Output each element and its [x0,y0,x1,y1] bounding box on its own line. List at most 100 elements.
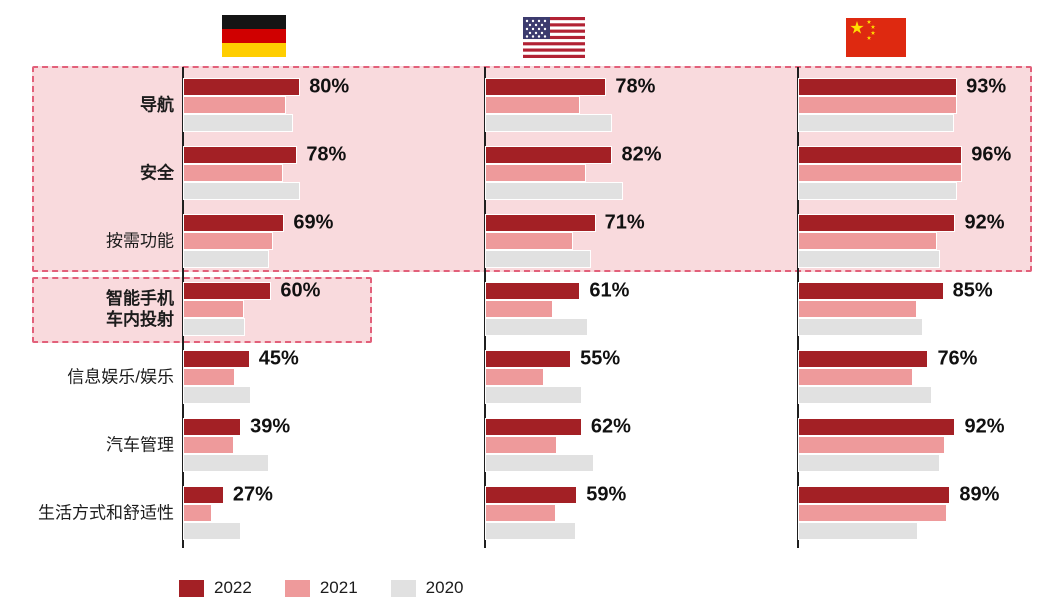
bar-germany-2021 [184,301,244,317]
bar-china-2021 [799,437,945,453]
bar-germany-2020 [184,319,245,335]
bar-group-china: 92% [799,212,1005,267]
value-label: 78% [615,75,656,98]
bar-row [486,319,639,335]
bar-row [184,251,328,267]
bar-usa-2022: 59% [486,484,626,506]
value-label: 45% [258,347,299,370]
value-label: 85% [952,279,993,302]
bar-row [799,251,968,267]
bar-row [184,523,328,539]
bar-row: 27% [184,484,328,506]
bar-row [799,183,968,199]
bar-row [799,455,968,471]
bar-china-2021 [799,301,916,317]
bar-germany-2022: 78% [184,144,346,166]
bar-row [184,387,328,403]
bar-usa-2022: 71% [486,212,645,234]
bar-row: 92% [799,212,1005,234]
usa-flag-icon [523,17,585,58]
bar-row: 59% [486,484,639,506]
category-label: 汽车管理 [106,435,174,455]
usa-bar-column: 78% 82% 71% 61% 55% 62% 59% [484,67,661,548]
bar-row [486,301,639,317]
bar-group-usa: 82% [486,144,661,199]
bar-row [184,183,328,199]
bar-germany-2020 [184,183,300,199]
bar-germany-2020 [184,115,292,131]
bar-group-germany: 80% [184,76,349,131]
legend-label-2020: 2020 [425,578,464,597]
bar-row [799,319,968,335]
bar-china-2020 [799,183,957,199]
bar-row [799,437,968,453]
bar-china-2021 [799,369,913,385]
bar-germany-2022: 45% [184,348,299,370]
legend-swatch-2020 [390,579,416,597]
bar-usa-2021 [486,369,543,385]
bar-row [184,505,328,521]
legend-swatch-2021 [284,579,310,597]
bar-group-usa: 78% [486,76,655,131]
bar-group-germany: 69% [184,212,333,267]
legend-item-2022: 2022 [179,578,252,598]
bar-group-germany: 45% [184,348,328,403]
bar-usa-2021 [486,165,586,181]
bar-group-china: 89% [799,484,999,539]
bar-row: 89% [799,484,999,506]
bar-china-2022: 93% [799,76,1006,98]
bar-germany-2022: 60% [184,280,320,302]
bar-germany-2022: 80% [184,76,349,98]
bar-row [486,369,639,385]
bar-germany-2020 [184,251,268,267]
bar-germany-2021 [184,97,285,113]
bar-group-usa: 62% [486,416,639,471]
bar-china-2020 [799,251,940,267]
bar-usa-2022: 78% [486,76,655,98]
bar-row: 69% [184,212,333,234]
bar-group-china: 76% [799,348,977,403]
germany-flag-icon [222,15,286,57]
value-label: 80% [309,75,350,98]
value-label: 93% [966,75,1007,98]
bar-row: 85% [799,280,993,302]
bar-usa-2020 [486,183,623,199]
bar-group-usa: 59% [486,484,639,539]
bar-row [184,437,328,453]
bar-germany-2022: 39% [184,416,290,438]
value-label: 76% [937,347,978,370]
bar-china-2022: 85% [799,280,993,302]
bar-group-china: 85% [799,280,993,335]
bar-usa-2021 [486,97,580,113]
bar-china-2021 [799,505,947,521]
bar-china-2022: 89% [799,484,999,506]
bar-china-2022: 96% [799,144,1011,166]
bar-china-2020 [799,455,940,471]
bar-row [184,319,328,335]
bar-row [184,301,328,317]
bar-row: 60% [184,280,328,302]
bar-group-germany: 60% [184,280,328,335]
bar-row [486,115,639,131]
bar-row: 93% [799,76,1006,98]
bar-usa-2021 [486,505,555,521]
bar-usa-2020 [486,115,612,131]
bar-row: 55% [486,348,639,370]
bar-usa-2020 [486,319,587,335]
bar-row: 39% [184,416,328,438]
bar-china-2020 [799,115,953,131]
bar-china-2022: 92% [799,212,1005,234]
bar-row [799,233,968,249]
value-label: 39% [250,415,291,438]
bar-row [486,505,639,521]
bar-row [184,97,328,113]
bar-germany-2021 [184,369,235,385]
bar-china-2021 [799,233,936,249]
bar-row [799,505,968,521]
bar-row: 96% [799,144,1011,166]
legend-label-2021: 2021 [319,578,358,597]
category-label: 信息娱乐/娱乐 [67,367,174,387]
category-label: 智能手机 车内投射 [106,288,174,329]
legend: 2022 2021 2020 [179,578,463,598]
